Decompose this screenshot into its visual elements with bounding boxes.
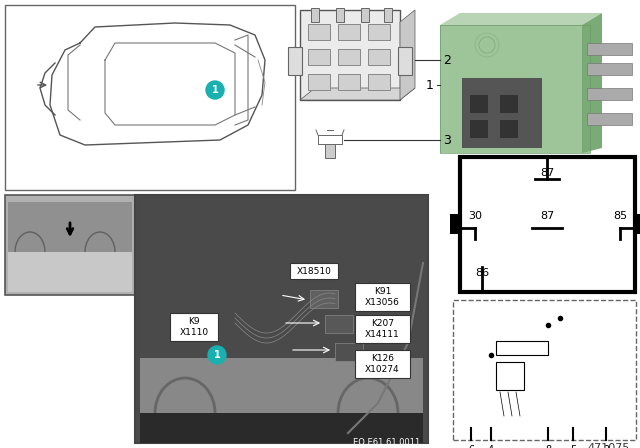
Bar bbox=[355, 350, 410, 378]
Bar bbox=[368, 24, 390, 40]
Bar bbox=[496, 362, 524, 390]
Text: 471075: 471075 bbox=[588, 443, 630, 448]
Text: EO E61 61 0011: EO E61 61 0011 bbox=[353, 438, 420, 447]
Bar bbox=[310, 290, 338, 308]
Bar bbox=[398, 47, 412, 75]
Bar bbox=[5, 5, 295, 190]
Bar bbox=[368, 49, 390, 65]
Bar bbox=[140, 413, 423, 443]
Bar bbox=[338, 49, 360, 65]
Text: K91
X13056: K91 X13056 bbox=[365, 287, 400, 307]
Bar bbox=[288, 47, 302, 75]
Text: X18510: X18510 bbox=[296, 267, 332, 276]
Text: 86: 86 bbox=[475, 268, 489, 278]
Bar bbox=[170, 313, 218, 341]
Bar bbox=[633, 214, 640, 234]
Text: 85: 85 bbox=[613, 211, 627, 221]
Text: 87: 87 bbox=[540, 168, 554, 178]
Bar bbox=[470, 120, 488, 138]
Bar bbox=[5, 195, 135, 295]
Bar bbox=[460, 157, 635, 292]
Bar bbox=[338, 24, 360, 40]
Bar bbox=[308, 74, 330, 90]
Bar bbox=[440, 25, 590, 153]
Bar bbox=[440, 25, 590, 153]
Circle shape bbox=[475, 33, 499, 57]
Bar bbox=[361, 8, 369, 22]
Bar bbox=[355, 283, 410, 311]
Text: 5: 5 bbox=[570, 445, 576, 448]
Bar bbox=[308, 49, 330, 65]
Bar bbox=[8, 202, 132, 252]
Bar bbox=[300, 10, 400, 100]
Circle shape bbox=[208, 346, 226, 364]
Text: 6: 6 bbox=[468, 445, 474, 448]
Bar bbox=[368, 74, 390, 90]
Text: 1: 1 bbox=[426, 78, 434, 91]
Text: 2: 2 bbox=[443, 53, 451, 66]
Bar bbox=[453, 300, 636, 440]
Text: K126
X10274: K126 X10274 bbox=[365, 354, 400, 374]
Bar bbox=[384, 8, 392, 22]
Bar bbox=[587, 113, 632, 125]
Text: 8: 8 bbox=[545, 445, 551, 448]
Bar bbox=[336, 8, 344, 22]
Bar bbox=[470, 95, 488, 113]
Circle shape bbox=[206, 81, 224, 99]
Bar bbox=[500, 120, 518, 138]
Text: K9
X1110: K9 X1110 bbox=[179, 317, 209, 337]
Text: 1: 1 bbox=[214, 350, 220, 360]
Text: 87: 87 bbox=[540, 211, 554, 221]
Bar bbox=[335, 343, 363, 361]
Polygon shape bbox=[400, 10, 415, 100]
Text: 2: 2 bbox=[603, 445, 609, 448]
Text: 4: 4 bbox=[488, 445, 494, 448]
Bar bbox=[338, 74, 360, 90]
Bar bbox=[8, 252, 132, 292]
Text: 30: 30 bbox=[468, 211, 482, 221]
Bar bbox=[135, 195, 428, 443]
Bar bbox=[587, 88, 632, 100]
Bar bbox=[311, 8, 319, 22]
Bar bbox=[355, 315, 410, 343]
Bar bbox=[140, 358, 423, 438]
Bar bbox=[587, 43, 632, 55]
Bar bbox=[462, 78, 542, 148]
Bar bbox=[587, 63, 632, 75]
Text: K207
X14111: K207 X14111 bbox=[365, 319, 400, 339]
Polygon shape bbox=[440, 13, 602, 25]
Bar bbox=[325, 315, 353, 333]
Text: 3: 3 bbox=[443, 134, 451, 146]
Polygon shape bbox=[300, 88, 415, 100]
Bar bbox=[496, 341, 548, 355]
Bar bbox=[500, 95, 518, 113]
Text: 1: 1 bbox=[212, 85, 218, 95]
Bar bbox=[290, 263, 338, 279]
Bar bbox=[308, 24, 330, 40]
Bar bbox=[325, 144, 335, 158]
Bar bbox=[450, 214, 462, 234]
Polygon shape bbox=[582, 13, 602, 153]
